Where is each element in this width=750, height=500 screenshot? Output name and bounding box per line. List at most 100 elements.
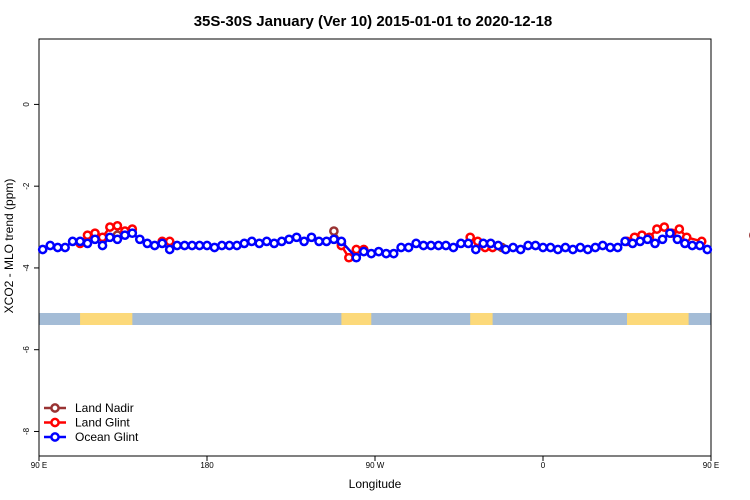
- data-point: [75, 236, 85, 247]
- data-point: [680, 238, 690, 249]
- data-point: [381, 248, 392, 259]
- data-point: [456, 238, 466, 249]
- data-point: [306, 232, 317, 243]
- data-point: [261, 236, 272, 247]
- data-point: [217, 240, 227, 251]
- data-point: [500, 244, 511, 255]
- data-point: [351, 244, 362, 255]
- data-point: [336, 236, 347, 247]
- data-point: [553, 244, 563, 255]
- y-tick-label: -2: [22, 182, 31, 190]
- data-point: [209, 242, 220, 253]
- data-point: [112, 220, 123, 231]
- data-point: [239, 238, 250, 249]
- data-point: [97, 240, 108, 251]
- data-point: [560, 242, 571, 253]
- x-tick-label: 90 E: [31, 461, 47, 470]
- data-point: [635, 236, 645, 247]
- data-point: [157, 238, 168, 249]
- data-point: [515, 244, 526, 255]
- data-point: [97, 232, 108, 243]
- map-land-band: [470, 313, 493, 325]
- data-point: [366, 248, 377, 259]
- data-point: [448, 242, 459, 253]
- chart-title: 35S-30S January (Ver 10) 2015-01-01 to 2…: [194, 13, 553, 30]
- data-point: [224, 240, 235, 251]
- data-point: [60, 242, 70, 253]
- data-point: [299, 236, 309, 247]
- data-point: [232, 240, 242, 251]
- data-point: [538, 242, 548, 253]
- data-point: [90, 234, 100, 245]
- data-point: [620, 236, 630, 247]
- data-point: [659, 222, 670, 232]
- data-point: [674, 224, 685, 234]
- data-point: [642, 234, 653, 245]
- legend-label: Land Nadir: [75, 401, 134, 415]
- data-point: [120, 230, 130, 241]
- data-point: [254, 238, 265, 249]
- data-point: [411, 238, 421, 249]
- data-point: [134, 234, 145, 245]
- data-point: [344, 252, 354, 263]
- legend-marker: [50, 417, 60, 428]
- data-point: [358, 246, 369, 257]
- data-point: [321, 236, 332, 247]
- data-point: [194, 240, 205, 251]
- data-point: [627, 238, 638, 249]
- y-tick-label: -8: [22, 427, 31, 435]
- data-point: [652, 224, 662, 234]
- x-tick-label: 90 W: [366, 461, 385, 470]
- data-point: [82, 238, 93, 249]
- legend-label: Land Glint: [75, 416, 130, 430]
- data-point: [112, 234, 123, 245]
- data-point: [403, 242, 414, 253]
- data-point: [575, 242, 586, 253]
- data-point: [67, 236, 78, 247]
- data-point: [426, 240, 436, 251]
- data-point: [164, 236, 175, 247]
- data-point: [45, 240, 56, 251]
- data-point: [694, 240, 705, 251]
- data-point: [396, 242, 406, 253]
- data-point: [291, 232, 302, 243]
- data-point: [351, 252, 362, 263]
- data-point: [388, 248, 399, 259]
- legend-marker: [50, 432, 60, 442]
- data-point: [545, 242, 556, 253]
- y-tick-label: -4: [22, 264, 31, 272]
- data-point: [179, 240, 190, 251]
- data-point: [187, 240, 197, 251]
- data-point: [672, 234, 683, 245]
- data-point: [418, 240, 429, 251]
- data-point: [568, 244, 578, 255]
- data-point: [702, 244, 713, 255]
- data-point: [605, 242, 616, 253]
- data-point: [657, 234, 668, 245]
- data-point: [127, 228, 138, 239]
- data-point: [246, 236, 257, 247]
- data-point: [433, 240, 444, 251]
- y-axis-label: XCO2 - MLO trend (ppm): [2, 179, 16, 314]
- data-point: [470, 244, 481, 255]
- map-land-band: [341, 313, 372, 325]
- y-tick-label: -6: [22, 346, 31, 354]
- data-point: [269, 238, 280, 249]
- data-point: [687, 240, 698, 251]
- data-point: [373, 246, 384, 257]
- x-tick-label: 180: [200, 461, 214, 470]
- map-ocean-band: [39, 313, 711, 325]
- map-land-band: [627, 313, 689, 325]
- data-point: [276, 236, 287, 247]
- data-point: [441, 240, 451, 251]
- x-tick-label: 0: [541, 461, 546, 470]
- data-point: [329, 226, 339, 236]
- data-point: [590, 242, 601, 253]
- data-point: [493, 240, 504, 251]
- data-point: [485, 238, 496, 249]
- data-point: [612, 242, 623, 253]
- data-point: [202, 240, 212, 251]
- data-point: [149, 240, 160, 251]
- data-point: [172, 240, 182, 251]
